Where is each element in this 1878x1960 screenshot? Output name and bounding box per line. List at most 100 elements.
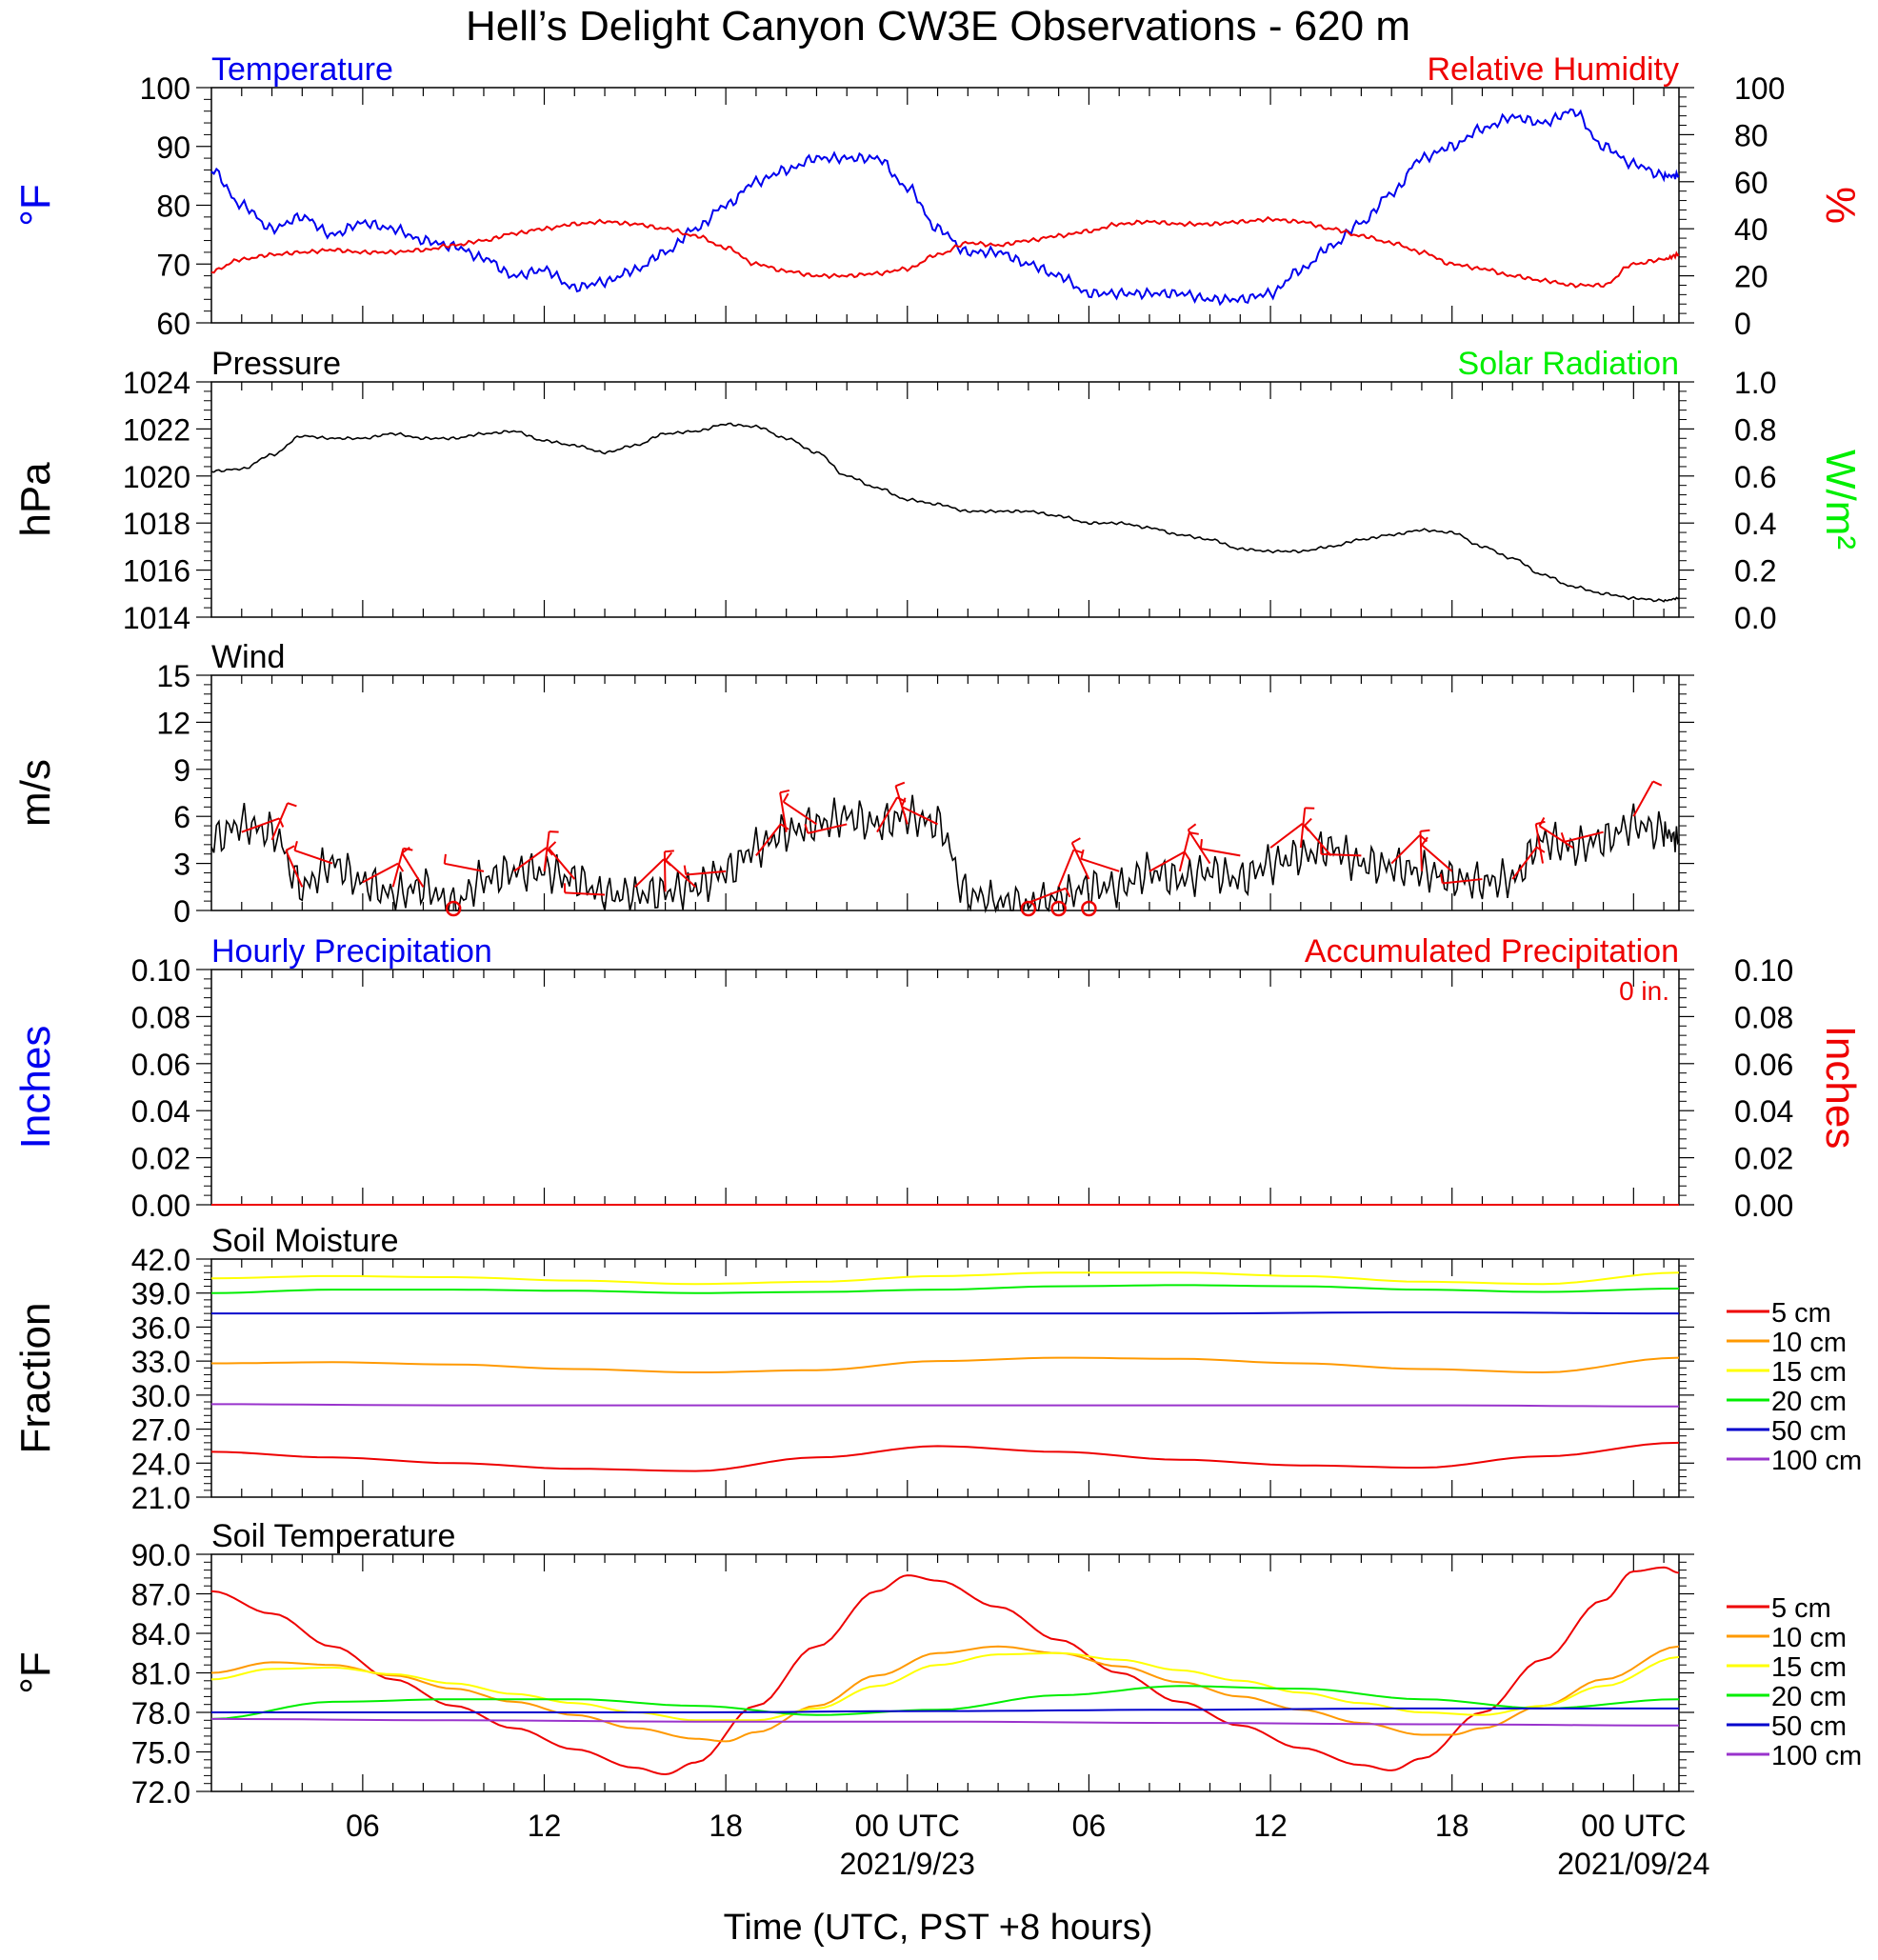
wind-barb-flag: [549, 830, 559, 833]
series-line-5-cm: [210, 1441, 1680, 1472]
series-line-10-cm: [210, 1645, 1680, 1743]
wind-barb-flag: [401, 846, 410, 854]
series-line-20-cm: [210, 1284, 1680, 1294]
plot-frame: [210, 969, 1680, 1206]
x-tick-date: 2021/09/24: [1557, 1847, 1709, 1881]
series-line-15-cm: [210, 1271, 1680, 1286]
plot-frame: [210, 87, 1680, 324]
legend-entry: 50 cm: [1727, 1416, 1847, 1447]
panel-right-title: Solar Radiation: [1458, 346, 1679, 382]
wind-barb-flag: [1065, 888, 1071, 898]
calm-circle: [1020, 900, 1037, 917]
wind-barb-flag: [1421, 836, 1428, 846]
panel-right-title: Accumulated Precipitation: [1305, 933, 1679, 970]
plot-frame: [210, 1553, 1680, 1792]
y-left-tick-label: 1018: [123, 507, 190, 541]
y-left-tick-label: 15: [156, 659, 190, 693]
series-line-100-cm: [210, 1717, 1679, 1727]
y-left-tick-label: 0.08: [131, 1000, 190, 1034]
y-right-tick-label: 0.6: [1734, 460, 1776, 494]
panel-annotation: 0 in.: [1619, 976, 1669, 1006]
wind-barb-flag: [1420, 829, 1430, 832]
wind-barb: [1070, 842, 1090, 880]
wind-barb-flag: [900, 797, 907, 808]
y-right-tick-label: 0: [1734, 307, 1751, 341]
y-left-tick-label: 9: [173, 753, 190, 788]
legend-label: 100 cm: [1771, 1446, 1862, 1476]
legend-entry: 5 cm: [1727, 1593, 1831, 1624]
y-left-tick-label: 90.0: [131, 1538, 190, 1572]
y-right-tick-label: 0.0: [1734, 601, 1776, 635]
x-tick-label: 12: [1253, 1809, 1288, 1843]
wind-barb-flag: [1439, 873, 1444, 884]
calm-circle: [445, 900, 462, 917]
y-left-tick-label: 36.0: [131, 1310, 190, 1345]
wind-barb: [1187, 829, 1211, 865]
y-right-tick-label: 0.08: [1734, 1000, 1793, 1034]
y-left-tick-label: 0.04: [131, 1094, 190, 1129]
y-right-tick-label: 0.8: [1734, 412, 1776, 447]
x-tick-label: 18: [1435, 1809, 1469, 1843]
series-line-15-cm: [210, 1651, 1680, 1722]
wind-barb: [1200, 848, 1241, 857]
wind-barb-flag: [293, 841, 298, 851]
y-left-tick-label: 0.00: [131, 1189, 190, 1223]
x-tick-date: 2021/9/23: [840, 1847, 975, 1881]
legend-label: 100 cm: [1771, 1741, 1862, 1771]
wind-barb: [391, 848, 405, 888]
wind-barb: [686, 870, 727, 876]
wind-barb: [294, 849, 333, 865]
panel-right-title: Relative Humidity: [1427, 51, 1679, 88]
wind-barb-flag: [895, 781, 906, 788]
y-left-axis-label: Fraction: [12, 1303, 59, 1454]
y-left-axis-label: m/s: [12, 759, 59, 827]
x-tick-label: 18: [709, 1809, 743, 1843]
legend-entry: 50 cm: [1727, 1711, 1847, 1742]
y-left-tick-label: 21.0: [131, 1481, 190, 1515]
legend-entry: 5 cm: [1727, 1298, 1831, 1329]
y-left-tick-label: 1024: [123, 366, 190, 400]
wind-barb: [1539, 825, 1574, 849]
wind-barb: [1178, 831, 1190, 872]
x-axis-label: Time (UTC, PST +8 hours): [724, 1908, 1153, 1948]
x-tick-label: 06: [346, 1809, 380, 1843]
legend-entry: 20 cm: [1727, 1387, 1847, 1417]
series-line-wind: [210, 794, 1680, 914]
y-left-tick-label: 0: [173, 894, 190, 929]
plot-frame: [210, 674, 1680, 911]
y-left-tick-label: 84.0: [131, 1617, 190, 1651]
calm-circle: [1050, 900, 1067, 917]
plot-frame: [210, 381, 1680, 618]
y-left-tick-label: 78.0: [131, 1696, 190, 1730]
legend-entry: 20 cm: [1727, 1682, 1847, 1712]
panel-left-title: Temperature: [211, 51, 393, 88]
wind-barb: [565, 891, 606, 896]
y-right-axis-label: W/m²: [1817, 450, 1864, 550]
y-left-tick-label: 6: [173, 800, 190, 834]
wind-barb-flag: [779, 789, 790, 794]
wind-barb-flag: [1071, 837, 1081, 844]
y-left-tick-label: 27.0: [131, 1413, 190, 1448]
wind-barb-flag: [1080, 849, 1085, 860]
wind-barb: [783, 801, 818, 826]
wind-barb: [1390, 834, 1421, 865]
y-right-tick-label: 40: [1734, 212, 1768, 247]
wind-barb: [1534, 824, 1545, 864]
wind-barb: [1511, 846, 1538, 880]
y-left-tick-label: 3: [173, 848, 190, 882]
wind-barb: [1149, 850, 1186, 872]
panel-wind: 0 3 6 9 12 15 Wind m/s: [12, 639, 1694, 929]
wind-barb: [1299, 808, 1307, 849]
wind-barb: [543, 831, 550, 871]
series-line-temperature: [210, 108, 1680, 307]
wind-barb: [513, 847, 548, 872]
wind-barb: [241, 817, 280, 833]
series-line-50-cm: [211, 1707, 1679, 1713]
series-line-relative-humidity: [210, 215, 1680, 289]
y-left-tick-label: 81.0: [131, 1657, 190, 1691]
y-left-tick-label: 0.02: [131, 1142, 190, 1176]
legend-label: 5 cm: [1771, 1298, 1831, 1329]
y-left-axis-label: °F: [12, 184, 59, 226]
y-left-tick-label: 12: [156, 706, 190, 740]
